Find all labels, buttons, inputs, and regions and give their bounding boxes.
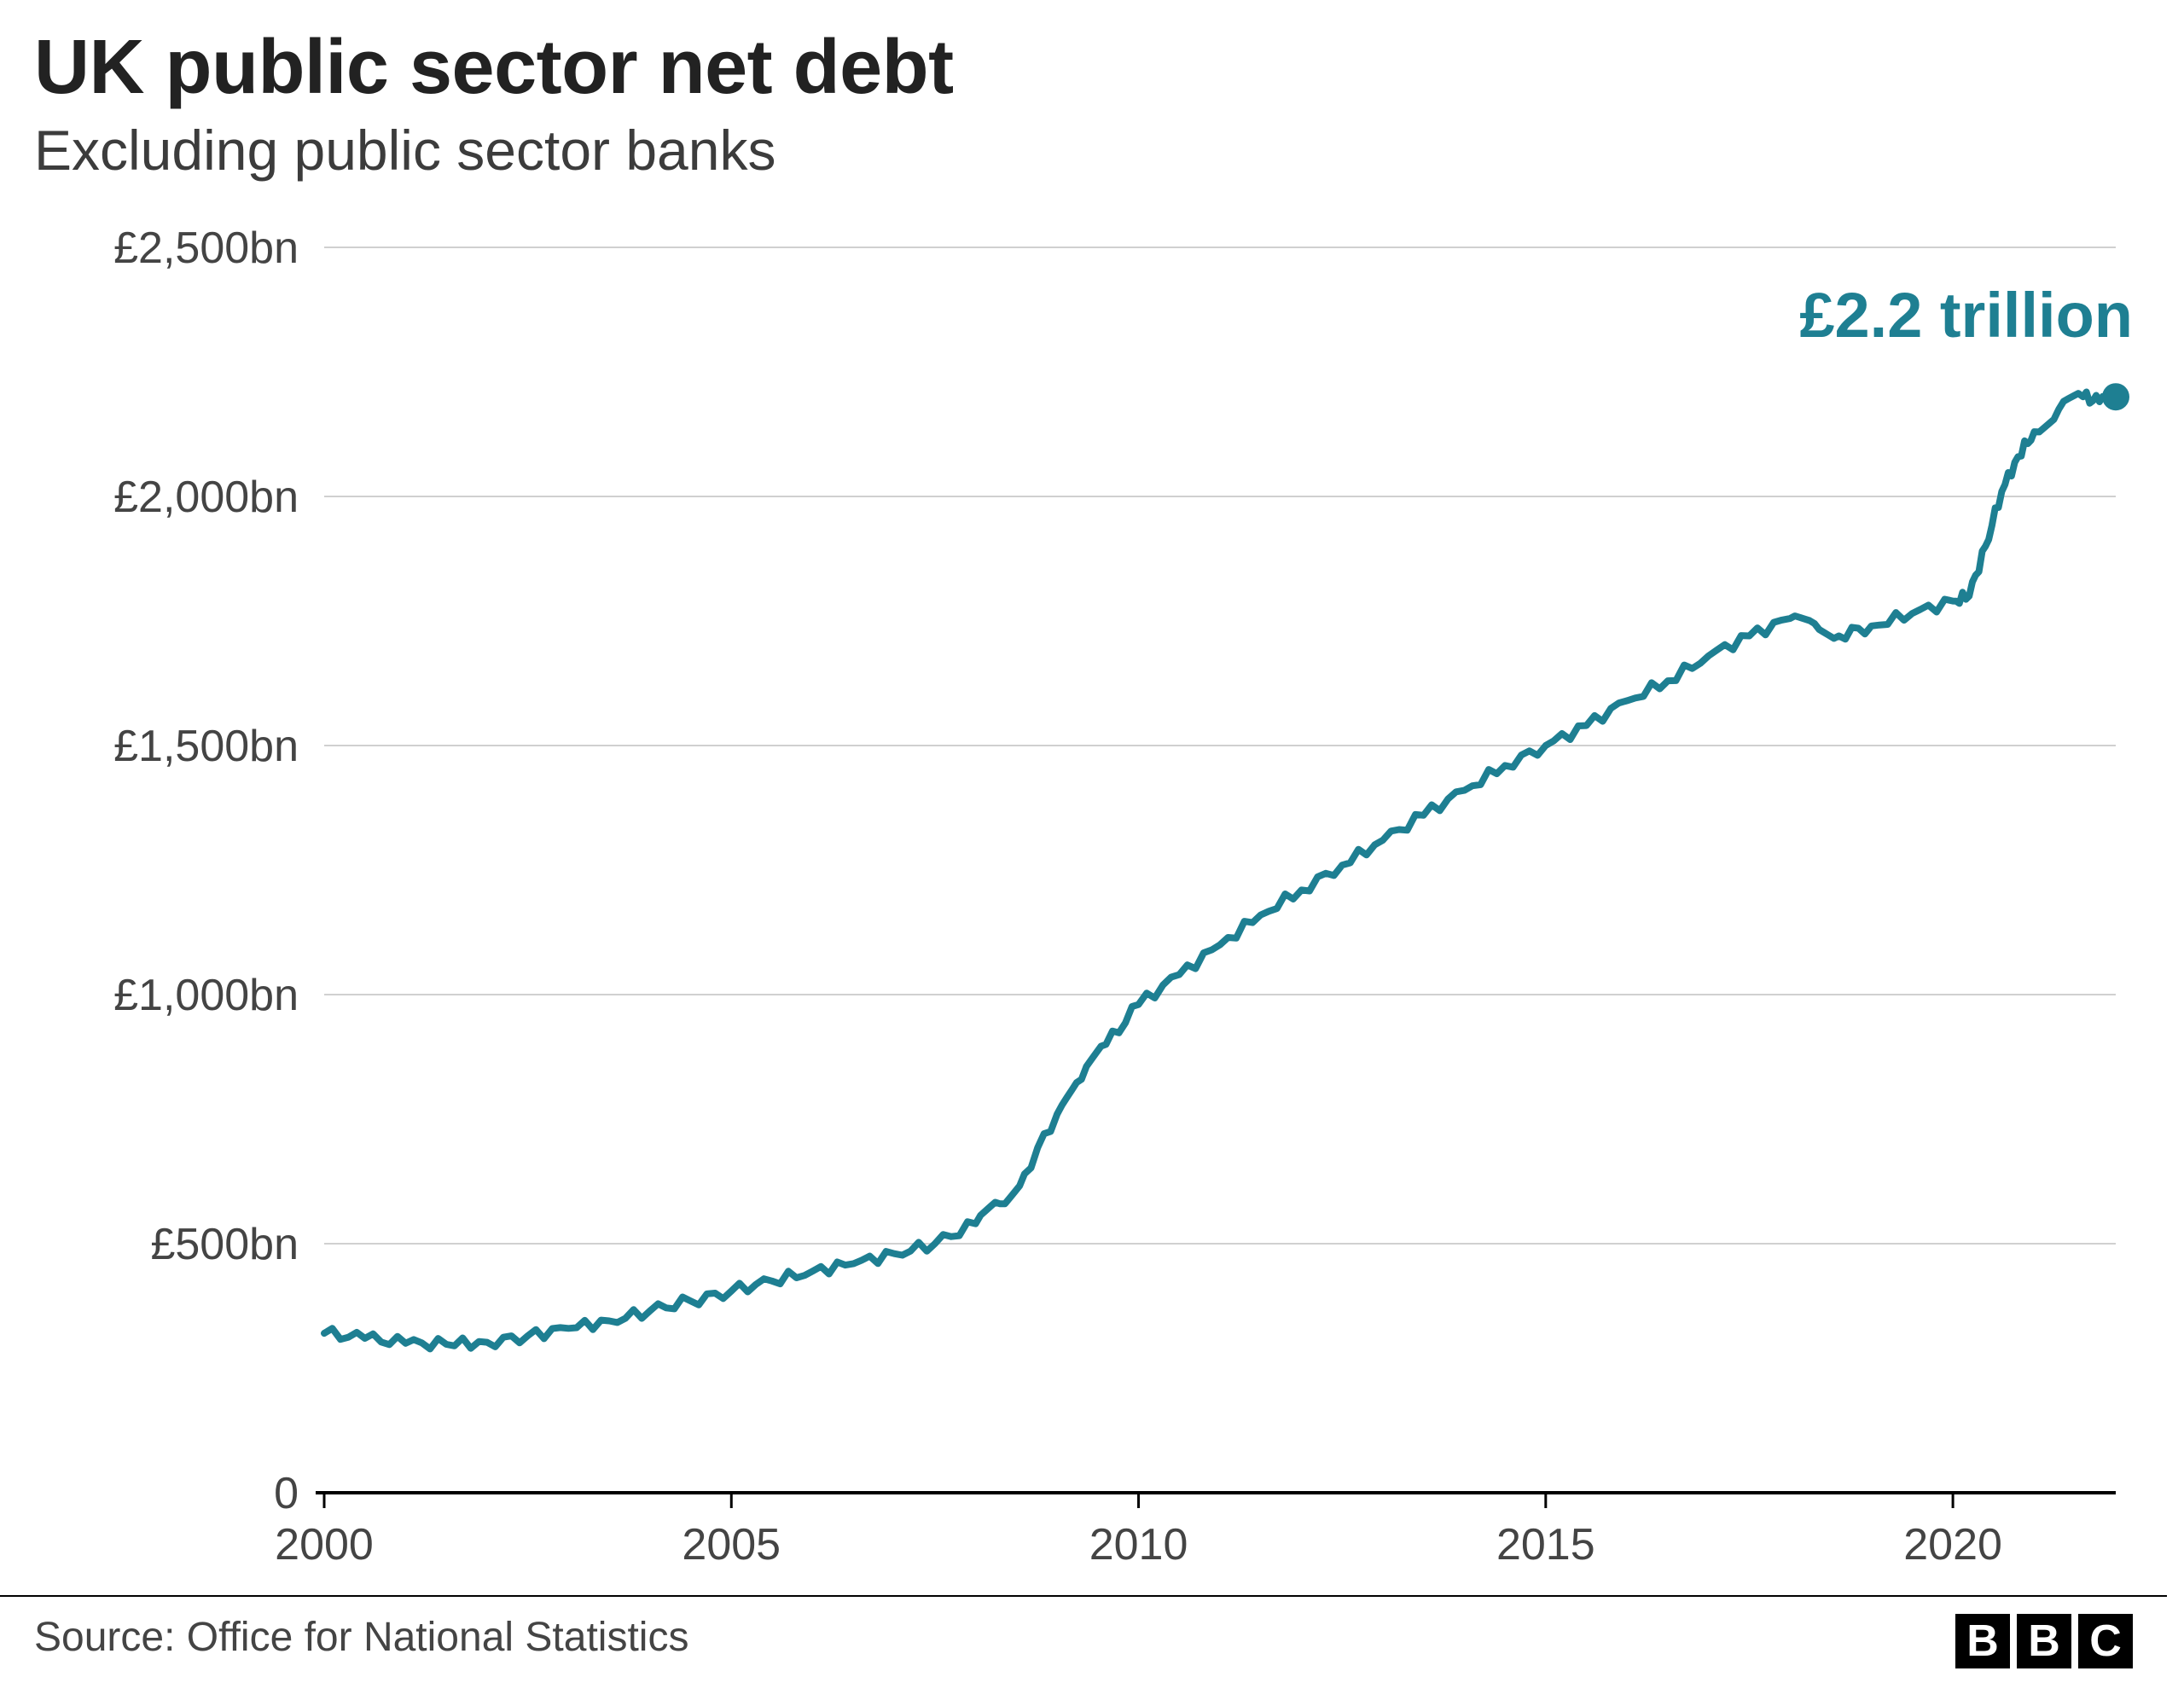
line-chart: 0 £500bn £1,000bn £1,500bn £2,000bn £2,500bn 2…	[0, 0, 2184, 1706]
x-tick-label: 2015	[1496, 1520, 1595, 1570]
logo-letter: B	[1955, 1614, 2010, 1668]
y-tick-label: £2,000bn	[113, 473, 299, 522]
y-tick-label: 0	[274, 1469, 299, 1518]
annotation-label: £2.2 trillion	[1799, 280, 2133, 351]
logo-letter: C	[2078, 1614, 2133, 1668]
x-tick-label: 2005	[682, 1520, 781, 1570]
data-line	[324, 392, 2116, 1349]
end-marker	[2102, 383, 2129, 410]
source-label: Source: Office for National Statistics	[34, 1614, 688, 1661]
bbc-logo: B B C	[1955, 1614, 2133, 1668]
x-tick-label: 2020	[1903, 1520, 2002, 1570]
y-tick-label: £500bn	[150, 1220, 299, 1269]
chart-container: UK public sector net debt Excluding publ…	[0, 0, 2184, 1706]
logo-letter: B	[2017, 1614, 2071, 1668]
footer-divider	[0, 1595, 2167, 1597]
x-tick-label: 2000	[275, 1520, 374, 1570]
y-tick-label: £1,000bn	[113, 971, 299, 1020]
x-tick-label: 2010	[1089, 1520, 1188, 1570]
y-tick-label: £2,500bn	[113, 223, 299, 273]
y-tick-label: £1,500bn	[113, 722, 299, 771]
